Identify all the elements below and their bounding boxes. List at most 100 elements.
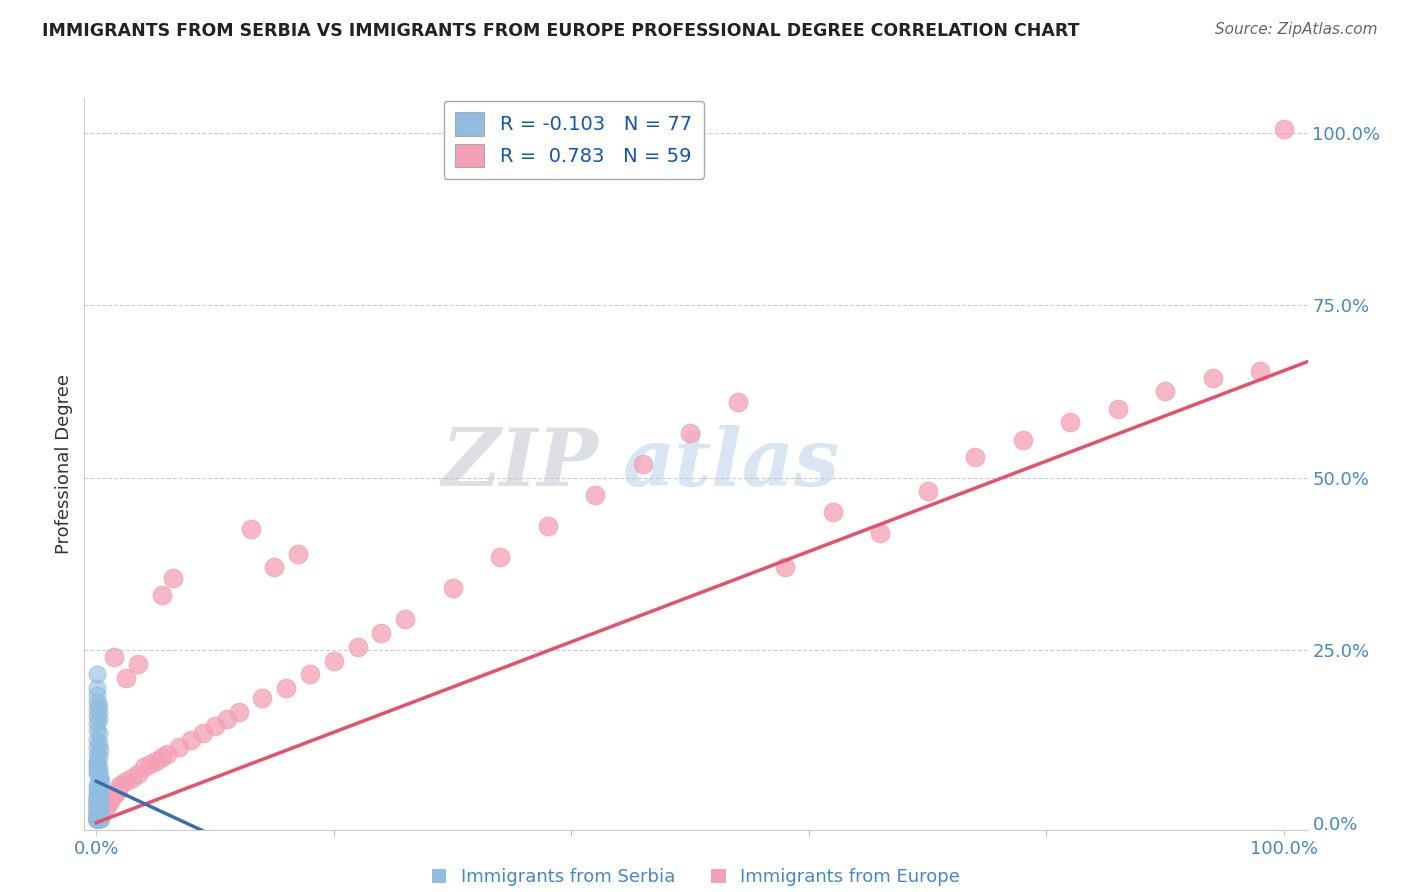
Point [86, 688, 108, 702]
Point [394, 612, 416, 626]
Point [86, 795, 108, 809]
Point [489, 549, 512, 564]
Text: ZIP: ZIP [441, 425, 598, 502]
Point [104, 787, 127, 801]
Point [162, 571, 184, 585]
Point [191, 726, 214, 740]
Point [86, 781, 108, 796]
Point [346, 640, 368, 654]
Point [252, 691, 274, 706]
Point [87, 791, 110, 805]
Point [103, 650, 125, 665]
Point [87, 781, 110, 796]
Point [87, 774, 110, 789]
Point [679, 425, 702, 440]
Point [87, 788, 110, 802]
Point [89, 809, 111, 823]
Point [89, 802, 111, 816]
Point [89, 812, 111, 826]
Point [150, 750, 173, 764]
Point [87, 805, 110, 820]
Point [90, 774, 112, 789]
Point [1249, 364, 1271, 378]
Point [441, 581, 464, 595]
Point [298, 667, 321, 681]
Point [87, 809, 110, 823]
Point [87, 798, 110, 813]
Point [87, 805, 110, 820]
Point [87, 798, 110, 813]
Point [86, 809, 108, 823]
Point [86, 702, 108, 716]
Point [87, 809, 110, 823]
Point [86, 760, 108, 774]
Point [86, 757, 108, 772]
Point [86, 805, 108, 820]
Point [86, 805, 108, 820]
Point [127, 767, 149, 781]
Point [86, 723, 108, 737]
Point [86, 812, 108, 826]
Point [773, 560, 796, 574]
Text: Source: ZipAtlas.com: Source: ZipAtlas.com [1215, 22, 1378, 37]
Point [87, 802, 110, 816]
Point [86, 812, 108, 826]
Point [86, 739, 108, 754]
Point [86, 802, 108, 816]
Point [87, 795, 110, 809]
Point [86, 812, 108, 826]
Point [87, 812, 110, 826]
Point [86, 802, 108, 816]
Point [86, 747, 108, 761]
Point [86, 767, 108, 781]
Point [276, 681, 298, 695]
Point [115, 774, 138, 789]
Point [87, 767, 110, 781]
Point [86, 805, 108, 820]
Point [87, 764, 110, 778]
Point [156, 747, 179, 761]
Point [87, 788, 110, 802]
Y-axis label: Professional Degree: Professional Degree [55, 374, 73, 554]
Point [89, 784, 111, 798]
Point [93, 802, 115, 816]
Point [132, 760, 155, 774]
Point [86, 778, 108, 792]
Point [917, 484, 939, 499]
Point [96, 798, 118, 813]
Point [86, 732, 108, 747]
Point [108, 778, 131, 792]
Point [631, 457, 654, 471]
Point [86, 784, 108, 798]
Point [263, 560, 285, 574]
Point [87, 712, 110, 726]
Point [86, 791, 108, 805]
Point [89, 771, 111, 785]
Point [107, 782, 129, 797]
Point [86, 764, 108, 778]
Point [1059, 416, 1081, 430]
Point [536, 519, 558, 533]
Point [87, 736, 110, 750]
Point [91, 805, 114, 820]
Point [1011, 433, 1033, 447]
Point [87, 750, 110, 764]
Point [87, 705, 110, 719]
Text: atlas: atlas [623, 425, 839, 502]
Point [86, 695, 108, 709]
Point [127, 657, 149, 671]
Point [370, 626, 392, 640]
Point [204, 719, 226, 733]
Legend: Immigrants from Serbia, Immigrants from Europe: Immigrants from Serbia, Immigrants from … [432, 868, 960, 887]
Point [86, 788, 108, 802]
Point [87, 809, 110, 823]
Point [87, 778, 110, 792]
Point [115, 671, 138, 685]
Point [322, 653, 344, 667]
Point [87, 726, 110, 740]
Point [86, 812, 108, 826]
Point [87, 760, 110, 774]
Point [287, 547, 309, 561]
Point [169, 739, 191, 754]
Point [86, 798, 108, 813]
